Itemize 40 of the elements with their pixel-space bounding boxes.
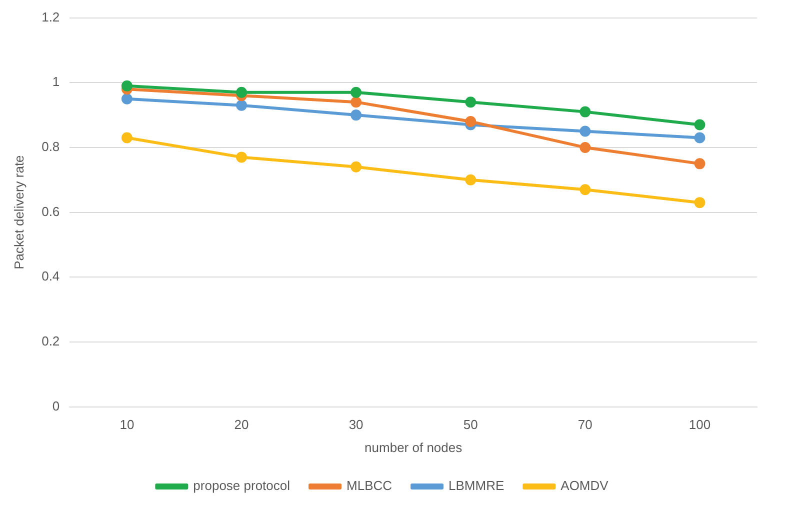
- point: [694, 197, 706, 208]
- point: [694, 132, 706, 144]
- y-tick-label: 0: [52, 398, 60, 414]
- y-tick-label: 0.6: [42, 204, 60, 219]
- x-tick-label: 20: [234, 417, 249, 432]
- point: [350, 161, 362, 172]
- point: [580, 142, 591, 153]
- x-tick-label: 30: [348, 417, 364, 432]
- point: [350, 96, 362, 108]
- point: [121, 93, 132, 104]
- x-tick-label: 50: [463, 417, 478, 432]
- point: [580, 126, 591, 137]
- point: [465, 174, 476, 186]
- point: [465, 116, 476, 128]
- y-axis-title: Packet delivery rate: [11, 155, 26, 270]
- point: [694, 119, 706, 130]
- point: [580, 184, 591, 196]
- y-tick-label: 0.4: [42, 268, 60, 284]
- point: [236, 152, 248, 163]
- legend-label: AOMDV: [560, 478, 609, 494]
- x-axis-title: number of nodes: [364, 440, 463, 455]
- y-tick-label: 1: [52, 74, 60, 90]
- point: [694, 158, 706, 170]
- point: [121, 132, 132, 144]
- y-tick-label: 0.8: [42, 139, 60, 154]
- legend-label: propose protocol: [193, 478, 290, 494]
- point: [350, 110, 362, 121]
- x-tick-label: 100: [688, 417, 711, 432]
- point: [580, 106, 591, 118]
- point: [350, 86, 362, 98]
- point: [236, 86, 248, 98]
- x-tick-label: 70: [578, 417, 592, 432]
- legend-label: MLBCC: [346, 478, 392, 494]
- legend-label: LBMMRE: [448, 478, 504, 494]
- point: [121, 80, 132, 92]
- y-tick-label: 0.2: [42, 334, 60, 349]
- y-tick-label: 1.2: [42, 9, 60, 24]
- point: [465, 96, 476, 108]
- point: [236, 100, 248, 111]
- x-tick-label: 10: [120, 417, 134, 432]
